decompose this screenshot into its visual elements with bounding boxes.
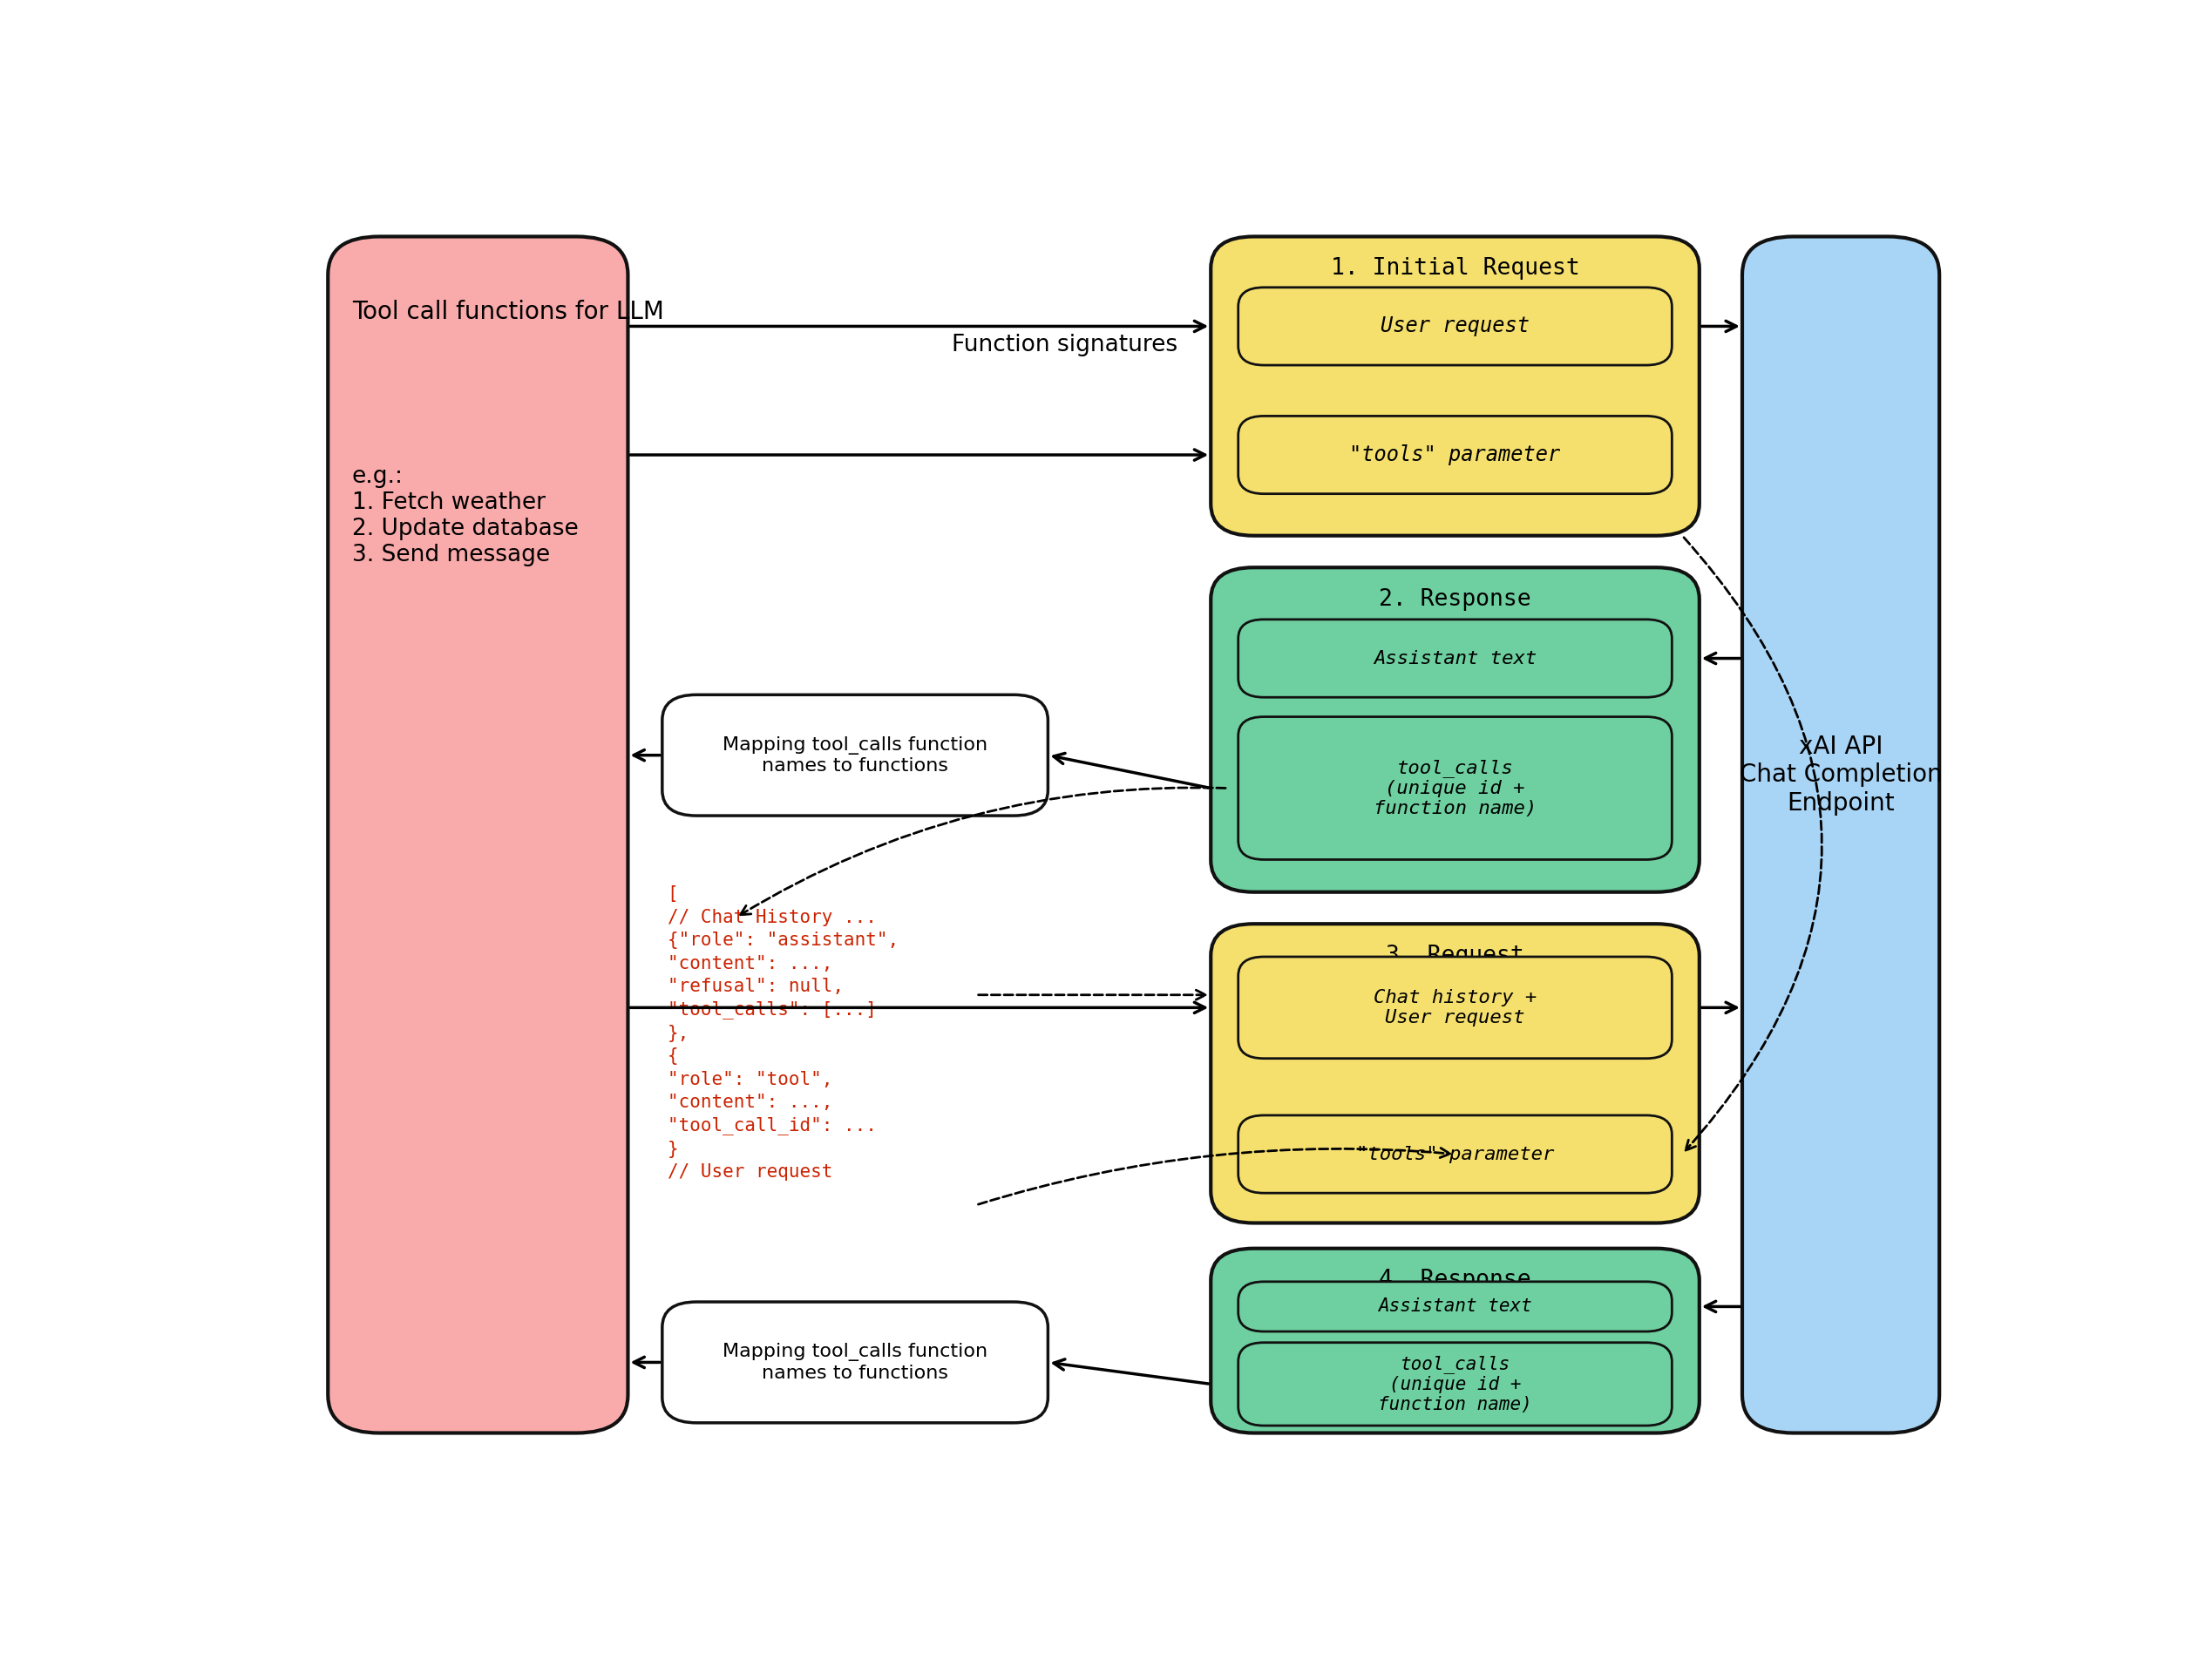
- FancyBboxPatch shape: [1239, 717, 1672, 860]
- FancyBboxPatch shape: [327, 236, 628, 1433]
- FancyBboxPatch shape: [1743, 236, 1940, 1433]
- FancyBboxPatch shape: [1210, 1248, 1699, 1433]
- Text: 2. Response: 2. Response: [1378, 588, 1531, 610]
- FancyBboxPatch shape: [661, 1303, 1048, 1423]
- FancyBboxPatch shape: [1239, 1281, 1672, 1331]
- FancyBboxPatch shape: [1210, 567, 1699, 893]
- FancyBboxPatch shape: [1239, 1342, 1672, 1425]
- Text: 3. Request: 3. Request: [1387, 944, 1524, 967]
- Text: Mapping tool_calls function
names to functions: Mapping tool_calls function names to fun…: [723, 736, 987, 775]
- FancyBboxPatch shape: [1239, 1116, 1672, 1193]
- Text: [
// Chat History ...
{"role": "assistant",
"content": ...,
"refusal": null,
"to: [ // Chat History ... {"role": "assistan…: [668, 886, 898, 1180]
- Text: Tool call functions for LLM: Tool call functions for LLM: [352, 301, 664, 324]
- Text: Mapping tool_calls function
names to functions: Mapping tool_calls function names to fun…: [723, 1344, 987, 1382]
- Text: 4. Response: 4. Response: [1378, 1270, 1531, 1291]
- Text: e.g.:
1. Fetch weather
2. Update database
3. Send message: e.g.: 1. Fetch weather 2. Update databas…: [352, 466, 577, 567]
- FancyBboxPatch shape: [1239, 957, 1672, 1058]
- Text: xAI API
Chat Completion
Endpoint: xAI API Chat Completion Endpoint: [1739, 734, 1942, 815]
- FancyBboxPatch shape: [661, 694, 1048, 815]
- Text: tool_calls
(unique id +
function name): tool_calls (unique id + function name): [1378, 1355, 1533, 1413]
- Text: Assistant text: Assistant text: [1378, 1298, 1533, 1316]
- FancyBboxPatch shape: [1239, 620, 1672, 698]
- Text: "tools" parameter: "tools" parameter: [1349, 445, 1562, 466]
- Text: tool_calls
(unique id +
function name): tool_calls (unique id + function name): [1374, 759, 1537, 818]
- Text: Chat history +
User request: Chat history + User request: [1374, 988, 1537, 1027]
- FancyBboxPatch shape: [1210, 236, 1699, 536]
- Text: Assistant text: Assistant text: [1374, 650, 1537, 668]
- Text: Function signatures: Function signatures: [951, 334, 1179, 355]
- FancyBboxPatch shape: [1239, 417, 1672, 494]
- FancyBboxPatch shape: [1210, 924, 1699, 1223]
- Text: User request: User request: [1380, 316, 1531, 337]
- FancyBboxPatch shape: [1239, 288, 1672, 365]
- Text: 1. Initial Request: 1. Initial Request: [1332, 256, 1579, 279]
- Text: "tools" parameter: "tools" parameter: [1356, 1146, 1555, 1164]
